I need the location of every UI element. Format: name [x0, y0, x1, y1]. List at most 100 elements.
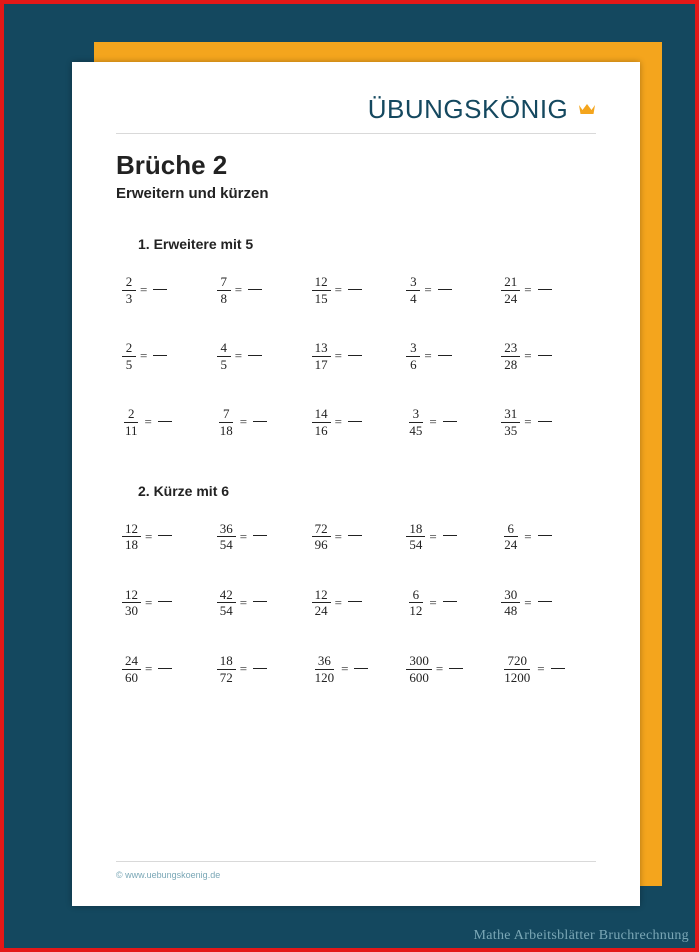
numerator: 4: [217, 340, 231, 357]
numerator: 24: [122, 653, 141, 670]
numerator: 30: [501, 587, 520, 604]
fraction: 78: [217, 274, 231, 306]
numerator: 18: [406, 521, 425, 538]
fraction: 1317: [312, 340, 331, 372]
answer-blank: [449, 668, 463, 669]
fraction-item: 624=: [501, 521, 596, 553]
equals-sign: =: [145, 414, 152, 430]
fraction-grid: 1218=3654=7296=1854=624=1230=4254=1224=6…: [122, 521, 596, 686]
answer-blank: [248, 355, 262, 356]
fraction: 45: [217, 340, 231, 372]
answer-blank: [158, 601, 172, 602]
answer-blank: [551, 668, 565, 669]
fraction: 4254: [217, 587, 236, 619]
denominator: 18: [122, 537, 141, 553]
fraction: 1230: [122, 587, 141, 619]
numerator: 2: [122, 274, 136, 291]
numerator: 2: [122, 340, 136, 357]
equals-sign: =: [537, 661, 544, 677]
fraction-item: 2460=: [122, 653, 217, 685]
denominator: 5: [122, 357, 136, 373]
numerator: 21: [501, 274, 520, 291]
equals-sign: =: [436, 661, 443, 677]
equals-sign: =: [429, 595, 436, 611]
fraction: 1218: [122, 521, 141, 553]
fraction: 2460: [122, 653, 141, 685]
answer-blank: [158, 668, 172, 669]
answer-blank: [348, 421, 362, 422]
answer-blank: [348, 535, 362, 536]
fraction: 1416: [312, 406, 331, 438]
denominator: 35: [501, 423, 520, 439]
header-rule: [116, 133, 596, 134]
worksheet-page: ÜBUNGSKÖNIG Brüche 2 Erweitern und kürze…: [72, 62, 640, 906]
fraction-item: 36=: [406, 340, 501, 372]
equals-sign: =: [240, 529, 247, 545]
answer-blank: [153, 355, 167, 356]
denominator: 18: [217, 423, 236, 439]
fraction: 2328: [501, 340, 520, 372]
numerator: 720: [504, 653, 530, 670]
answer-blank: [538, 601, 552, 602]
numerator: 7: [219, 406, 233, 423]
equals-sign: =: [235, 348, 242, 364]
equals-sign: =: [145, 529, 152, 545]
fraction: 3654: [217, 521, 236, 553]
denominator: 6: [406, 357, 420, 373]
fraction: 1224: [312, 587, 331, 619]
denominator: 24: [312, 603, 331, 619]
page-title: Brüche 2: [116, 150, 596, 181]
fraction-item: 1230=: [122, 587, 217, 619]
fraction-item: 1317=: [312, 340, 407, 372]
numerator: 3: [406, 340, 420, 357]
denominator: 16: [312, 423, 331, 439]
task-heading: 2. Kürze mit 6: [138, 483, 596, 499]
equals-sign: =: [524, 282, 531, 298]
equals-sign: =: [524, 348, 531, 364]
numerator: 3: [406, 274, 420, 291]
fraction-item: 612=: [406, 587, 501, 619]
fraction: 3135: [501, 406, 520, 438]
fraction-item: 2124=: [501, 274, 596, 306]
answer-blank: [248, 289, 262, 290]
fraction: 1215: [312, 274, 331, 306]
task-heading: 1. Erweitere mit 5: [138, 236, 596, 252]
answer-blank: [443, 601, 457, 602]
equals-sign: =: [335, 282, 342, 298]
numerator: 23: [501, 340, 520, 357]
denominator: 11: [122, 423, 141, 439]
fraction-item: 25=: [122, 340, 217, 372]
denominator: 1200: [501, 670, 533, 686]
denominator: 54: [217, 603, 236, 619]
footer-text: © www.uebungskoenig.de: [116, 870, 596, 880]
brand-text: ÜBUNGSKÖNIG: [368, 94, 569, 124]
fraction-item: 1872=: [217, 653, 312, 685]
equals-sign: =: [235, 282, 242, 298]
equals-sign: =: [240, 595, 247, 611]
equals-sign: =: [335, 414, 342, 430]
equals-sign: =: [335, 348, 342, 364]
equals-sign: =: [524, 529, 531, 545]
fraction-item: 345=: [406, 406, 501, 438]
equals-sign: =: [145, 595, 152, 611]
answer-blank: [443, 421, 457, 422]
equals-sign: =: [429, 529, 436, 545]
numerator: 7: [217, 274, 231, 291]
answer-blank: [538, 535, 552, 536]
fraction: 23: [122, 274, 136, 306]
equals-sign: =: [341, 661, 348, 677]
denominator: 28: [501, 357, 520, 373]
fraction: 3048: [501, 587, 520, 619]
fraction: 7201200: [501, 653, 533, 685]
brand-logo: ÜBUNGSKÖNIG: [116, 92, 596, 131]
fraction-item: 1215=: [312, 274, 407, 306]
fraction: 36: [406, 340, 420, 372]
fraction-item: 78=: [217, 274, 312, 306]
numerator: 72: [312, 521, 331, 538]
equals-sign: =: [424, 282, 431, 298]
fraction-item: 1416=: [312, 406, 407, 438]
denominator: 96: [312, 537, 331, 553]
equals-sign: =: [335, 595, 342, 611]
equals-sign: =: [524, 414, 531, 430]
fraction: 34: [406, 274, 420, 306]
